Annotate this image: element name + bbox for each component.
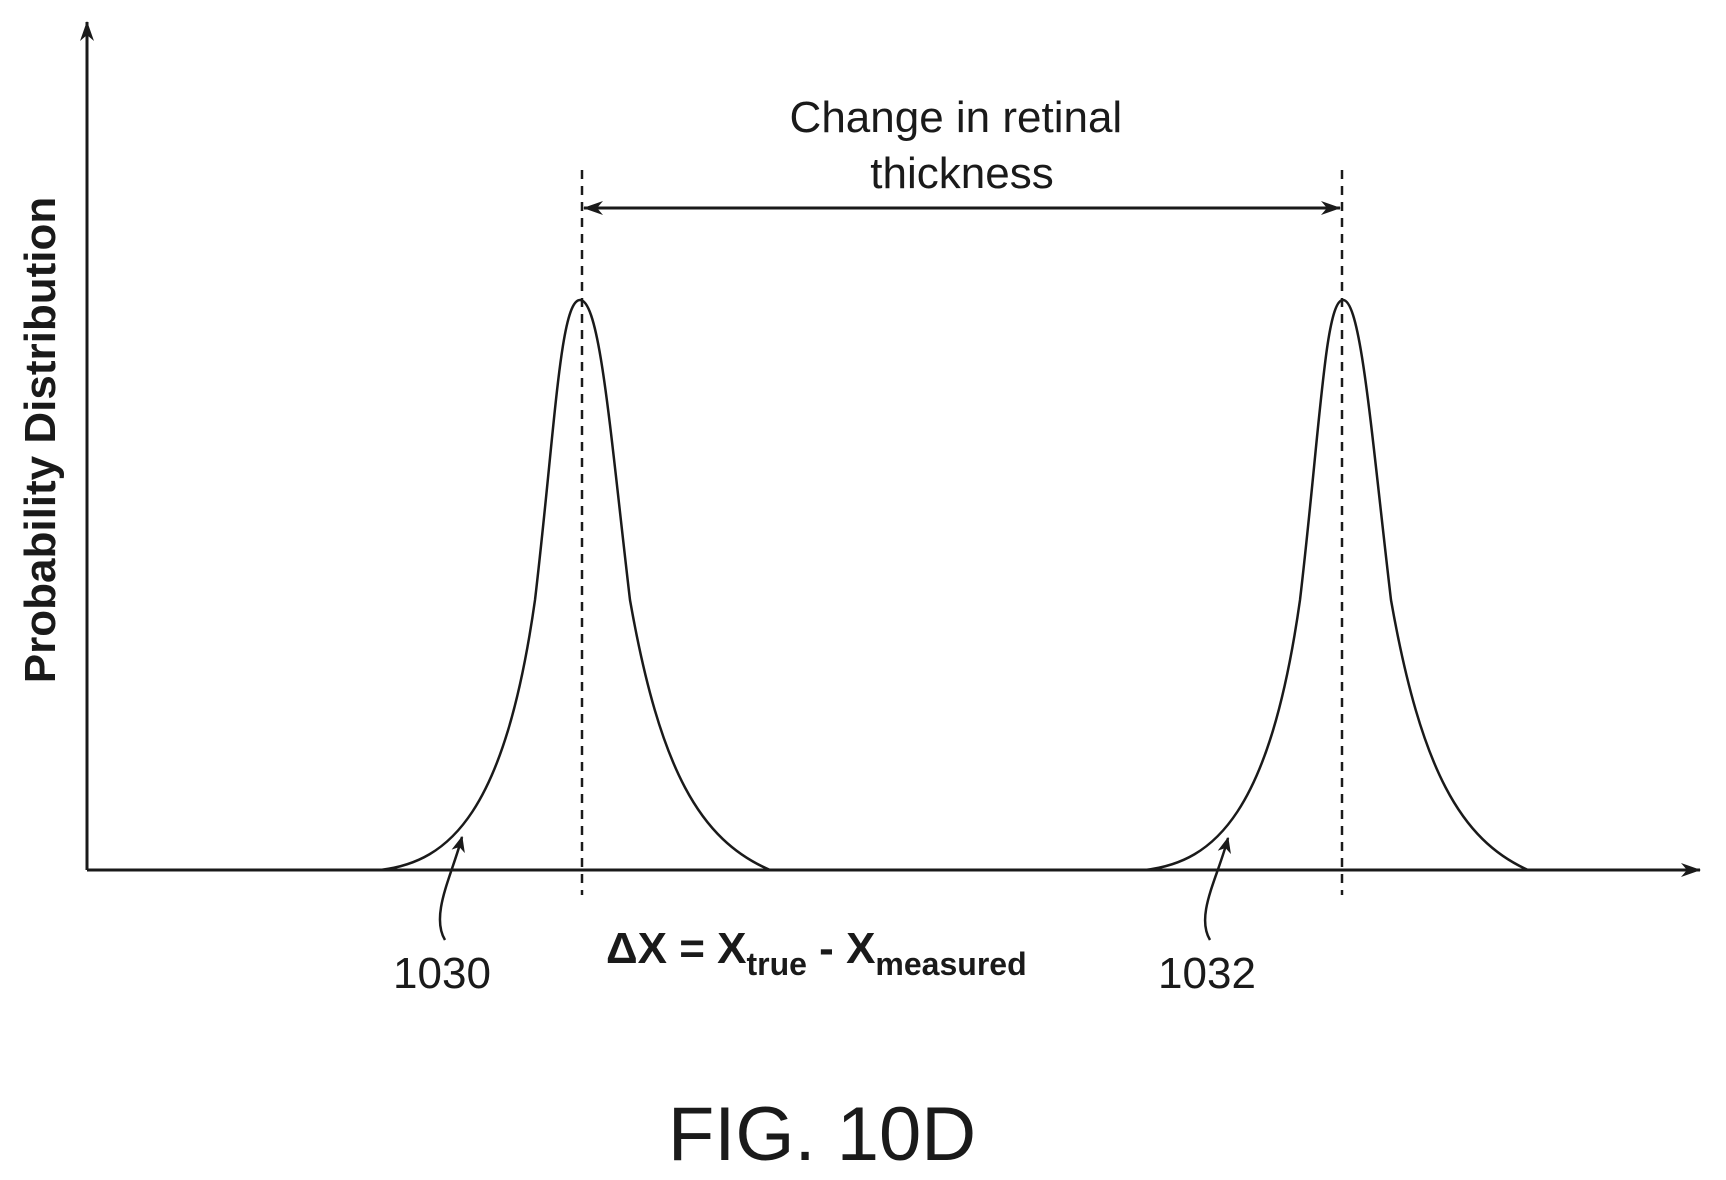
- formula-delta: Δ: [606, 924, 638, 973]
- formula-sub-true: true: [747, 946, 807, 982]
- formula-minus: -: [807, 924, 846, 973]
- ref-label-1030: 1030: [393, 949, 491, 998]
- formula-lhs-var: X: [638, 924, 667, 973]
- distribution-curve-1032: [1144, 298, 1529, 872]
- leader-arrow-1030: [438, 835, 465, 941]
- formula-var-true: X: [717, 924, 746, 973]
- thickness-change-label-line2: thickness: [870, 149, 1053, 198]
- distribution-curve-1030: [379, 298, 771, 872]
- formula-var-measured: X: [846, 924, 875, 973]
- thickness-change-label-line1: Change in retinal: [790, 93, 1123, 142]
- formula-sub-measured: measured: [875, 946, 1026, 982]
- formula-equals: =: [667, 924, 717, 973]
- leader-arrow-1032: [1203, 836, 1231, 941]
- y-axis-label: Probability Distribution: [16, 197, 65, 683]
- thickness-change-label: Change in retinal thickness: [790, 93, 1135, 198]
- ref-label-1032: 1032: [1158, 949, 1256, 998]
- delta-x-formula: ΔX = Xtrue - Xmeasured: [606, 924, 1027, 982]
- figure-label: FIG. 10D: [668, 1092, 976, 1177]
